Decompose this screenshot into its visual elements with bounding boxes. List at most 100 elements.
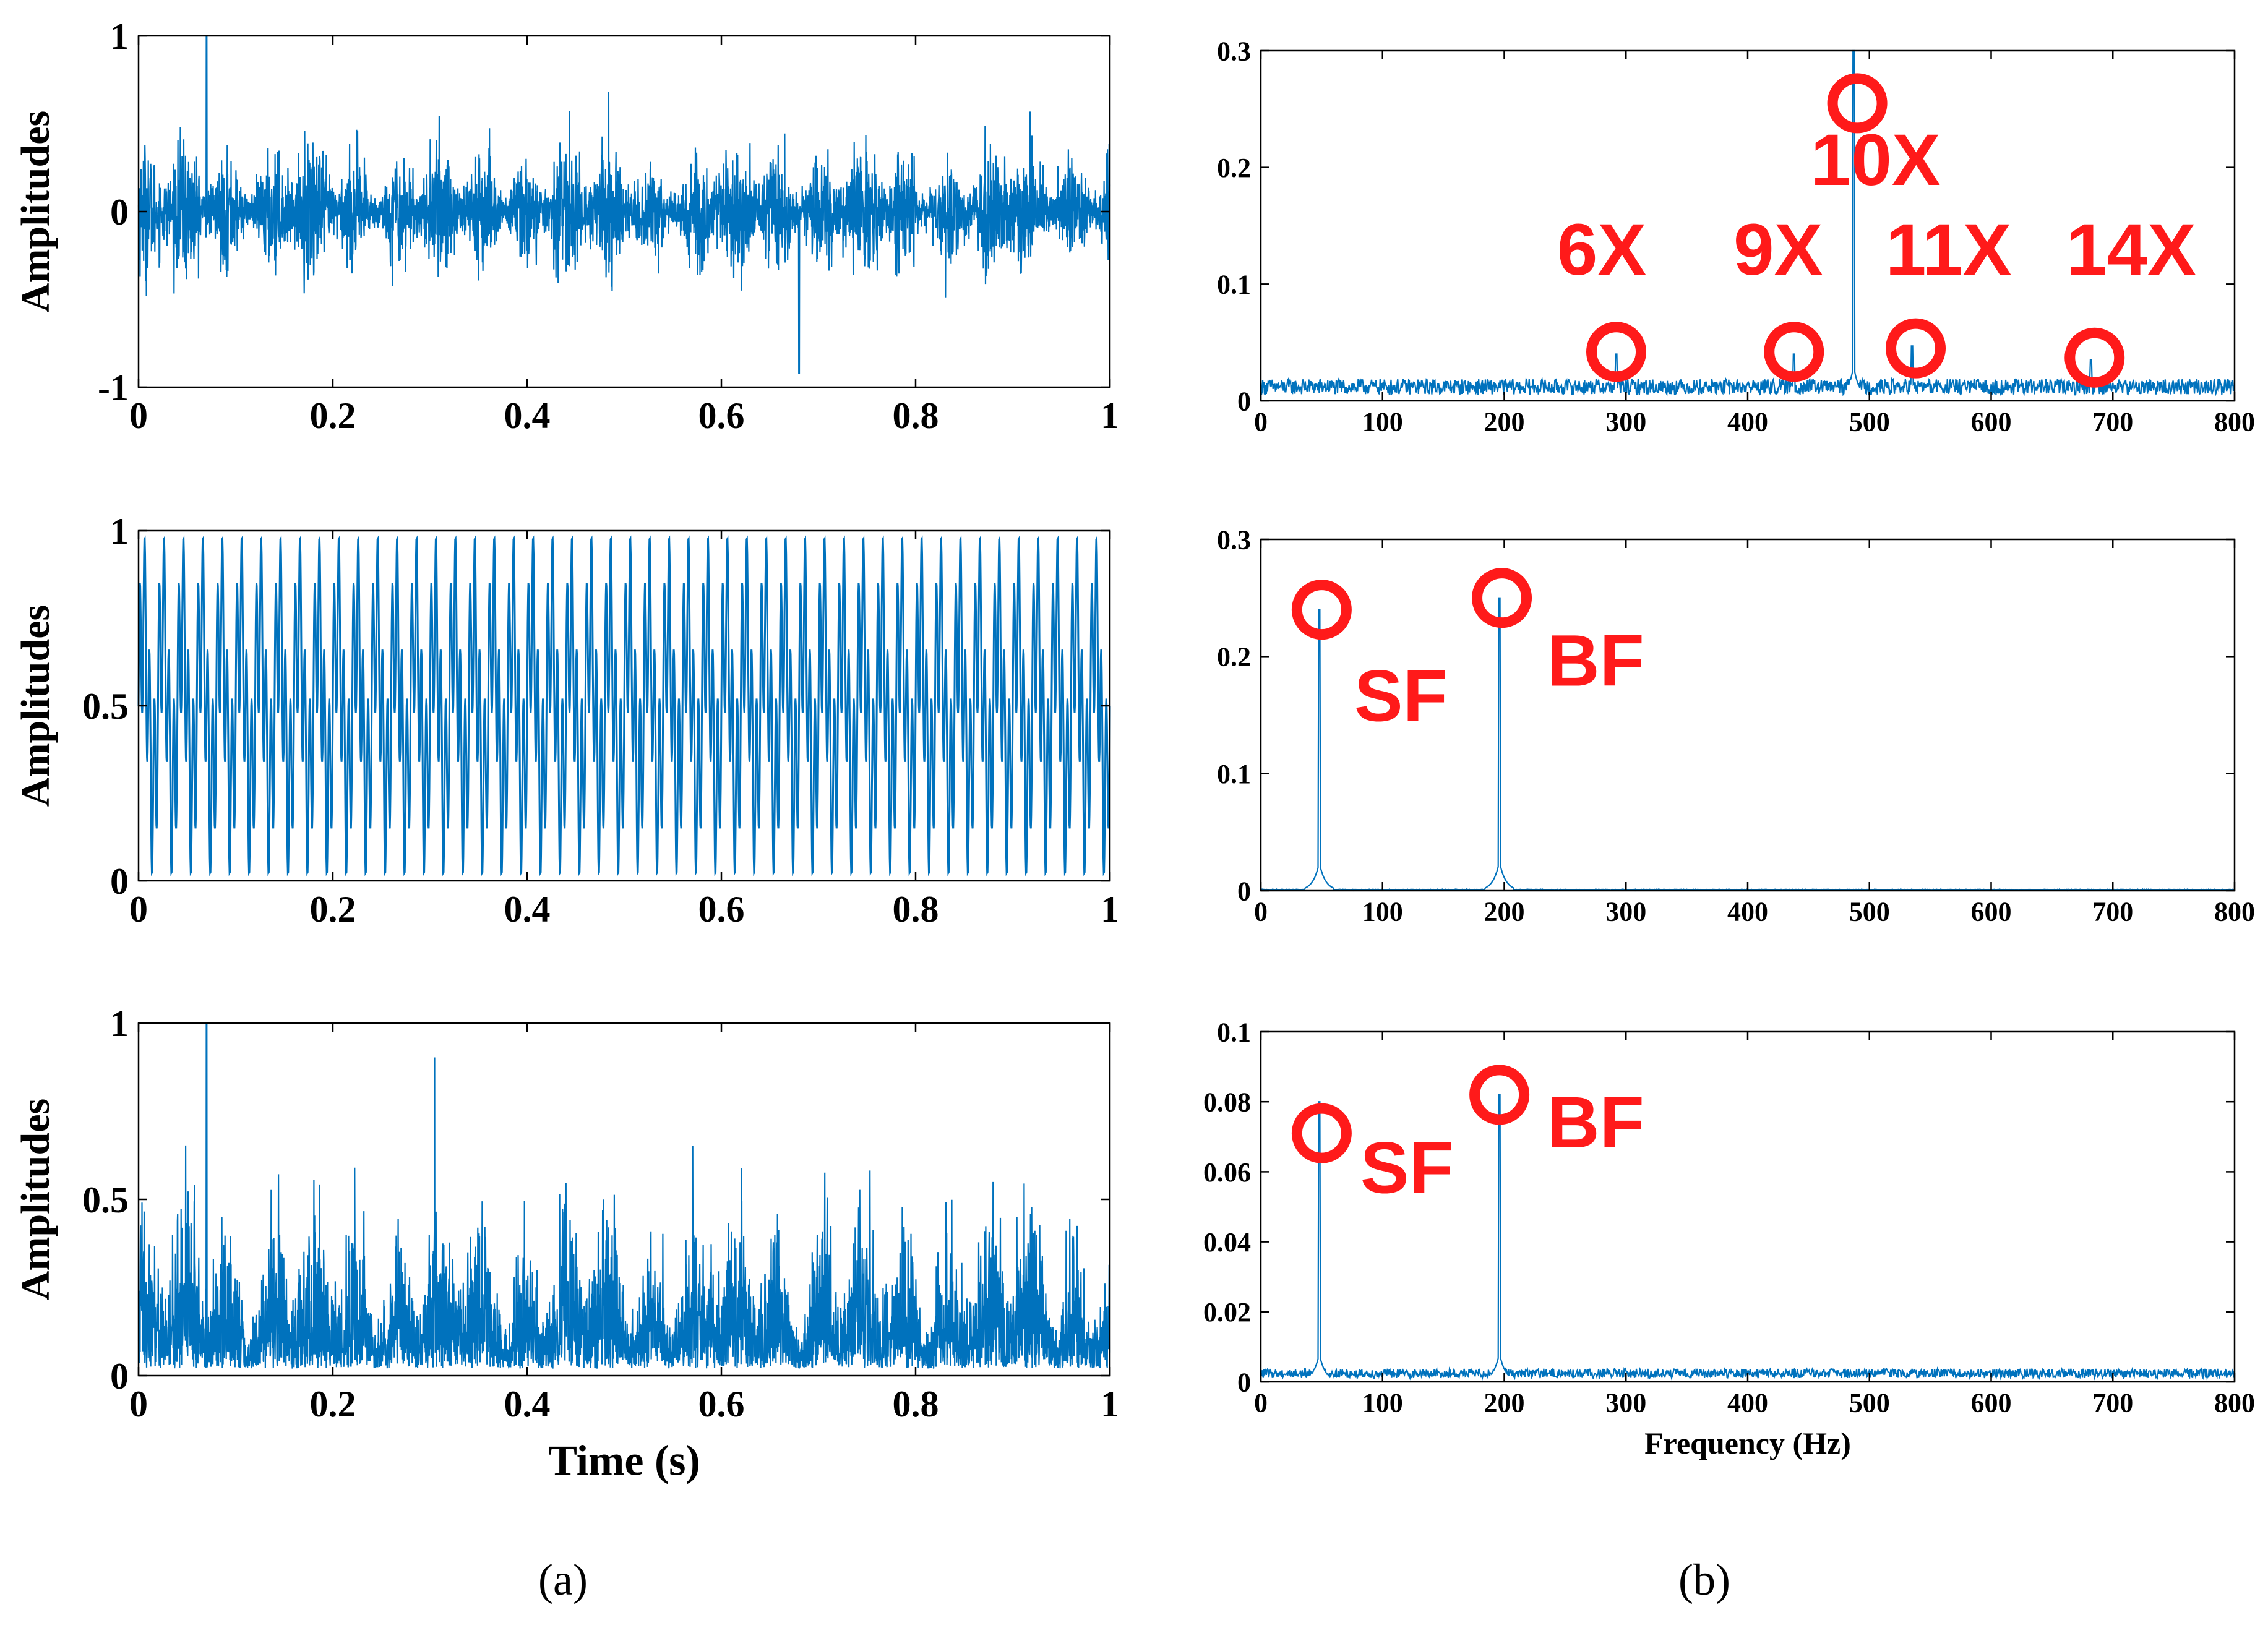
y-tick-label: 0.3	[1217, 525, 1251, 555]
signal-line	[137, 1022, 1111, 1370]
annotation-label: BF	[1547, 1082, 1644, 1163]
y-tick-label: 1	[110, 511, 129, 552]
x-tick-label: 400	[1727, 1387, 1768, 1418]
signal-line	[137, 535, 1111, 876]
y-tick-label: 1	[110, 1003, 129, 1044]
annotation-circle	[2064, 327, 2125, 388]
y-tick-label: 0.08	[1203, 1087, 1251, 1118]
annotation-circle	[1291, 1103, 1352, 1163]
x-tick-label: 400	[1727, 896, 1768, 927]
x-tick-label: 700	[2092, 1387, 2133, 1418]
y-tick-label: 0.1	[1217, 759, 1251, 789]
y-tick-label: 0.02	[1203, 1297, 1251, 1327]
x-tick-label: 1	[1101, 889, 1119, 930]
y-tick-label: 0.1	[1217, 270, 1251, 300]
caption-a: (a)	[538, 1555, 588, 1604]
x-tick-label: 600	[1971, 1387, 2012, 1418]
x-tick-label: 800	[2214, 896, 2255, 927]
y-tick-label: 0	[1237, 876, 1251, 906]
x-tick-label: 500	[1849, 896, 1890, 927]
annotation-label: 6X	[1557, 209, 1646, 291]
x-tick-label: 0	[1254, 1387, 1268, 1418]
x-tick-label: 0	[129, 1384, 148, 1424]
x-tick-label: 1	[1101, 395, 1119, 436]
x-tick-label: 200	[1484, 896, 1525, 927]
x-tick-label: 0	[129, 395, 148, 436]
y-tick-label: 0.1	[1217, 1017, 1251, 1047]
x-tick-label: 1	[1101, 1384, 1119, 1424]
x-tick-label: 300	[1605, 896, 1646, 927]
x-tick-label: 0.4	[504, 1384, 551, 1424]
annotation-label: SF	[1360, 1127, 1454, 1209]
y-axis-label: Amplitudes	[13, 605, 58, 807]
annotation-circle	[1469, 1065, 1530, 1125]
annotation-circle	[1291, 580, 1352, 640]
caption-b: (b)	[1678, 1555, 1730, 1604]
signal-line	[1260, 597, 2235, 892]
annotation-circle	[1472, 568, 1532, 628]
x-tick-label: 0.4	[504, 395, 551, 436]
time-plot-periodic: 0 0.2 0.4 0.6 0.8 1 0 0.5 1 Amplitudes	[13, 511, 1119, 930]
annotation-label: 11X	[1886, 209, 2011, 291]
annotation-label: BF	[1547, 620, 1644, 702]
x-tick-label: 100	[1362, 406, 1403, 437]
x-tick-label: 400	[1727, 406, 1768, 437]
spectrum-plot-bottom: 0 100 200 300 400 500 600 700 800 0 0.02 0.04 0.06 0.…	[1203, 1017, 2255, 1460]
annotation-label: 14X	[2066, 209, 2196, 291]
y-tick-label: 0.5	[82, 1180, 129, 1220]
x-tick-label: 0.2	[310, 889, 356, 930]
x-tick-label: 0.2	[310, 1384, 356, 1424]
signal-line	[1260, 49, 2235, 397]
y-tick-label: 0.2	[1217, 642, 1251, 672]
y-tick-label: 0	[1237, 1367, 1251, 1397]
x-tick-label: 200	[1484, 406, 1525, 437]
y-tick-label: 0	[1237, 386, 1251, 416]
x-tick-label: 0.8	[893, 395, 939, 436]
x-axis-label: Frequency (Hz)	[1644, 1426, 1851, 1460]
y-tick-label: 1	[110, 16, 129, 57]
y-tick-label: 0	[110, 1356, 129, 1397]
y-tick-label: 0	[110, 192, 129, 233]
x-tick-label: 300	[1605, 1387, 1646, 1418]
signal-line	[137, 35, 1111, 374]
annotation-circle	[1886, 318, 1946, 379]
x-tick-label: 200	[1484, 1387, 1525, 1418]
x-tick-label: 600	[1971, 896, 2012, 927]
y-tick-label: 0	[110, 861, 129, 902]
x-tick-label: 0	[1254, 406, 1268, 437]
x-tick-label: 0.2	[310, 395, 356, 436]
x-tick-label: 0.8	[893, 889, 939, 930]
time-plot-bottom: 0 0.2 0.4 0.6 0.8 1 0 0.5 1 Amplitudes Time (s)	[13, 1003, 1119, 1485]
y-tick-label: -1	[98, 367, 129, 408]
y-tick-label: 0.5	[82, 686, 129, 727]
y-axis-label: Amplitudes	[13, 1099, 58, 1300]
annotation-label: 10X	[1811, 119, 1941, 201]
x-tick-label: 700	[2092, 896, 2133, 927]
x-tick-label: 800	[2214, 1387, 2255, 1418]
x-axis-label: Time (s)	[548, 1437, 700, 1485]
annotation-circle	[1764, 322, 1824, 382]
x-tick-label: 800	[2214, 406, 2255, 437]
x-tick-label: 700	[2092, 406, 2133, 437]
x-tick-label: 0	[1254, 896, 1268, 927]
x-tick-label: 100	[1362, 1387, 1403, 1418]
y-tick-label: 0.06	[1203, 1157, 1251, 1188]
annotation-label: 9X	[1733, 209, 1823, 291]
y-axis-label: Amplitudes	[13, 111, 58, 312]
x-tick-label: 100	[1362, 896, 1403, 927]
x-tick-label: 0.6	[698, 1384, 745, 1424]
x-tick-label: 500	[1849, 406, 1890, 437]
annotation-circle	[1827, 73, 1888, 134]
x-tick-label: 0	[129, 889, 148, 930]
y-tick-label: 0.04	[1203, 1227, 1251, 1257]
x-tick-label: 0.4	[504, 889, 551, 930]
x-tick-label: 0.6	[698, 395, 745, 436]
x-tick-label: 0.6	[698, 889, 745, 930]
x-tick-label: 500	[1849, 1387, 1890, 1418]
y-tick-label: 0.2	[1217, 153, 1251, 183]
x-tick-label: 0.8	[893, 1384, 939, 1424]
annotation-circle	[1586, 322, 1647, 382]
